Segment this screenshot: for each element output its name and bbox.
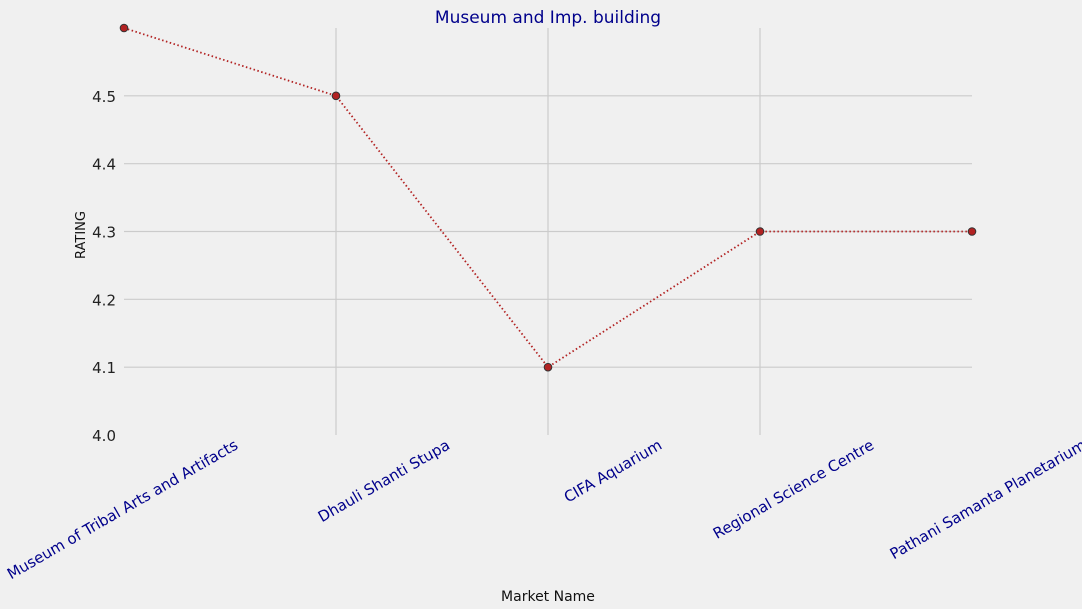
- x-tick-label: CIFA Aquarium: [561, 436, 665, 507]
- x-tick-label: Museum of Tribal Arts and Artifacts: [4, 436, 241, 583]
- data-points: [119, 23, 977, 372]
- x-axis-label: Market Name: [501, 589, 595, 605]
- y-axis-ticks: 4.0 4.1 4.2 4.3 4.4 4.5: [92, 88, 116, 445]
- x-tick-label: Pathani Samanta Planetarium: [887, 436, 1082, 563]
- y-tick-label: 4.4: [92, 156, 116, 174]
- data-point: [543, 362, 553, 372]
- series-line: [123, 27, 972, 369]
- data-point: [331, 91, 341, 101]
- series-line-group: [123, 27, 972, 369]
- x-tick-label: Dhauli Shanti Stupa: [315, 436, 453, 526]
- x-axis-ticks: Museum of Tribal Arts and Artifacts Dhaul…: [4, 436, 1082, 583]
- x-tick-label: Regional Science Centre: [710, 436, 877, 543]
- data-point: [119, 23, 129, 33]
- y-tick-label: 4.1: [92, 359, 116, 377]
- y-tick-label: 4.5: [92, 88, 116, 106]
- chart-title: Museum and Imp. building: [435, 8, 661, 28]
- y-axis-label: RATING: [74, 211, 89, 259]
- data-point: [967, 227, 977, 236]
- y-tick-label: 4.3: [92, 224, 116, 242]
- y-tick-label: 4.0: [92, 427, 116, 445]
- data-point: [755, 227, 765, 236]
- grid: [124, 28, 972, 435]
- y-tick-label: 4.2: [92, 291, 116, 309]
